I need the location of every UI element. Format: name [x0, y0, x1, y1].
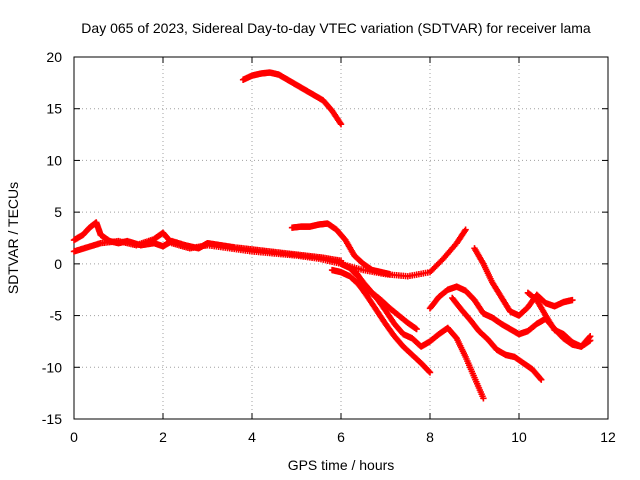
data-point: [538, 376, 545, 383]
data-point: [413, 325, 420, 333]
series-arc-3: [239, 69, 345, 128]
data-point: [569, 296, 576, 304]
y-tick-label: 15: [46, 101, 62, 117]
x-tick-label: 6: [337, 429, 345, 445]
x-tick-label: 12: [600, 429, 616, 445]
x-tick-label: 2: [159, 429, 167, 445]
series-arc-5: [328, 266, 434, 376]
x-tick-label: 10: [511, 429, 527, 445]
x-axis-label: GPS time / hours: [288, 457, 395, 473]
y-tick-label: 0: [54, 256, 62, 272]
series-arc-7: [351, 266, 420, 333]
series-arc-4: [288, 220, 394, 278]
data-point: [586, 334, 593, 341]
data-layer: [70, 69, 594, 402]
x-tick-label: 4: [248, 429, 256, 445]
x-tick-label: 8: [426, 429, 434, 445]
x-tick-label: 0: [70, 429, 78, 445]
data-point: [426, 369, 434, 376]
series-arc-11: [524, 289, 594, 350]
y-tick-label: -10: [42, 359, 62, 375]
y-tick-label: -5: [50, 308, 63, 324]
y-tick-label: 10: [46, 152, 62, 168]
y-tick-label: -15: [42, 411, 62, 427]
data-point: [337, 121, 345, 128]
chart-title: Day 065 of 2023, Sidereal Day-to-day VTE…: [81, 20, 591, 36]
tick-layer: 0 2 4 6 8 10 12 -15 -10 -5 0 5 10 15 20: [42, 49, 616, 445]
data-point: [587, 333, 594, 340]
data-point: [462, 226, 469, 233]
y-tick-label: 5: [54, 204, 62, 220]
series-arc-2: [70, 226, 469, 280]
y-tick-label: 20: [46, 49, 62, 65]
data-point: [537, 375, 544, 382]
data-point: [386, 271, 394, 278]
y-axis-label: SDTVAR / TECUs: [5, 182, 21, 294]
data-point: [480, 395, 487, 402]
data-point: [425, 368, 433, 375]
series-arc-9: [449, 294, 545, 383]
series-arc-10: [471, 245, 576, 319]
